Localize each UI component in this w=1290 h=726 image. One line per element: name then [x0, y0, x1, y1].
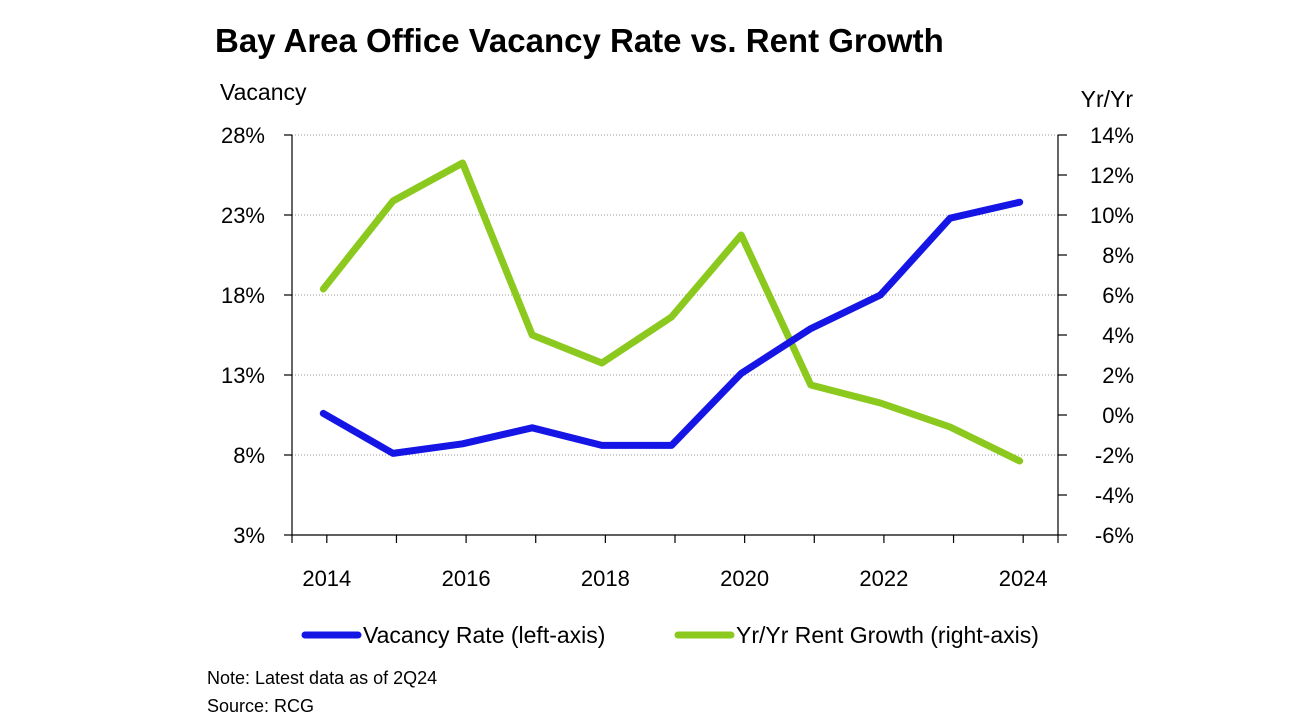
- right-tick-label: -4%: [1095, 483, 1134, 508]
- left-tick-label: 3%: [233, 523, 265, 548]
- right-tick-label: 14%: [1090, 123, 1134, 148]
- right-tick-label: 0%: [1102, 403, 1134, 428]
- left-axis-title: Vacancy: [220, 79, 307, 105]
- right-axis-title: Yr/Yr: [1081, 86, 1134, 112]
- legend-label-vacancy: Vacancy Rate (left-axis): [363, 622, 605, 648]
- left-tick-label: 28%: [221, 123, 265, 148]
- source-text: Source: RCG: [207, 696, 314, 716]
- right-tick-label: 2%: [1102, 363, 1134, 388]
- legend-label-rent-growth: Yr/Yr Rent Growth (right-axis): [736, 622, 1039, 648]
- gridlines: [292, 134, 1058, 456]
- series-line-rent-growth: [319, 159, 1024, 465]
- right-tick-label: -2%: [1095, 443, 1134, 468]
- right-tick-label: 10%: [1090, 203, 1134, 228]
- right-tick-label: 12%: [1090, 163, 1134, 188]
- right-axis-ticks: 14% 12% 10% 8% 6% 4% 2% 0% -2% -4% -6%: [1058, 123, 1134, 548]
- left-axis-ticks: 28% 23% 18% 13% 8% 3%: [221, 123, 292, 548]
- left-tick-label: 18%: [221, 283, 265, 308]
- left-tick-label: 8%: [233, 443, 265, 468]
- x-tick-label: 2022: [859, 566, 908, 591]
- x-tick-label: 2016: [442, 566, 491, 591]
- note-text: Note: Latest data as of 2Q24: [207, 668, 437, 688]
- x-axis-ticks: 2014 2016 2018 2020 2022 2024: [291, 535, 1059, 591]
- x-tick-label: 2024: [999, 566, 1048, 591]
- x-tick-label: 2014: [302, 566, 351, 591]
- left-tick-label: 23%: [221, 203, 265, 228]
- x-tick-label: 2020: [720, 566, 769, 591]
- right-tick-label: -6%: [1095, 523, 1134, 548]
- right-tick-label: 8%: [1102, 243, 1134, 268]
- x-tick-label: 2018: [581, 566, 630, 591]
- legend: Vacancy Rate (left-axis) Yr/Yr Rent Grow…: [301, 622, 1039, 648]
- left-tick-label: 13%: [221, 363, 265, 388]
- right-tick-label: 4%: [1102, 323, 1134, 348]
- series-lines: [319, 159, 1024, 465]
- chart-title: Bay Area Office Vacancy Rate vs. Rent Gr…: [215, 22, 944, 59]
- right-tick-label: 6%: [1102, 283, 1134, 308]
